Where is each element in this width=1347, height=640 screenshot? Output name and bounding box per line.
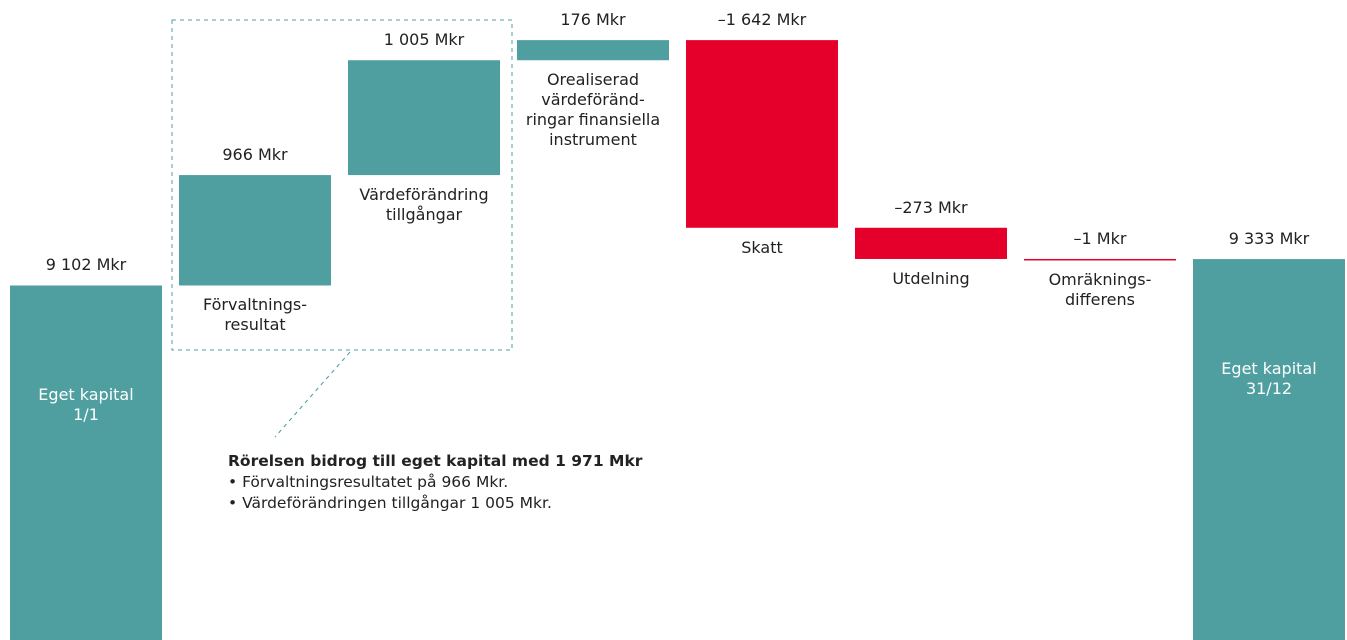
bar	[517, 40, 669, 61]
category-label: Eget kapital 1/1	[38, 385, 134, 425]
category-label: Skatt	[741, 237, 783, 257]
category-label: Orealiserad värdeföränd- ringar finansie…	[525, 70, 661, 150]
value-label: –273 Mkr	[894, 197, 968, 217]
annotation-line: • Värdeförändringen tillgångar 1 005 Mkr…	[228, 494, 552, 512]
value-label: 966 Mkr	[222, 145, 288, 165]
category-label: Eget kapital 31/12	[1221, 359, 1317, 399]
category-label: Förvaltnings- resultat	[203, 295, 307, 335]
bar	[348, 60, 500, 176]
group-box	[171, 19, 513, 351]
bar	[179, 175, 331, 286]
value-label: –1 642 Mkr	[717, 10, 807, 30]
category-label: Omräknings- differens	[1048, 270, 1152, 310]
category-label: Värdeförändring tillgångar	[359, 185, 489, 225]
value-label: 1 005 Mkr	[383, 30, 465, 50]
bar	[855, 227, 1007, 259]
bar	[686, 40, 838, 228]
bar	[10, 285, 162, 640]
annotation-title: Rörelsen bidrog till eget kapital med 1 …	[228, 452, 643, 470]
value-label: –1 Mkr	[1073, 228, 1127, 248]
connector	[274, 351, 351, 438]
annotation-line: • Förvaltningsresultatet på 966 Mkr.	[228, 473, 509, 491]
category-label: Utdelning	[892, 268, 970, 288]
value-label: 176 Mkr	[560, 10, 626, 30]
value-label: 9 102 Mkr	[45, 255, 127, 275]
bar	[1193, 259, 1345, 640]
value-label: 9 333 Mkr	[1228, 229, 1310, 249]
bar	[1024, 258, 1176, 261]
